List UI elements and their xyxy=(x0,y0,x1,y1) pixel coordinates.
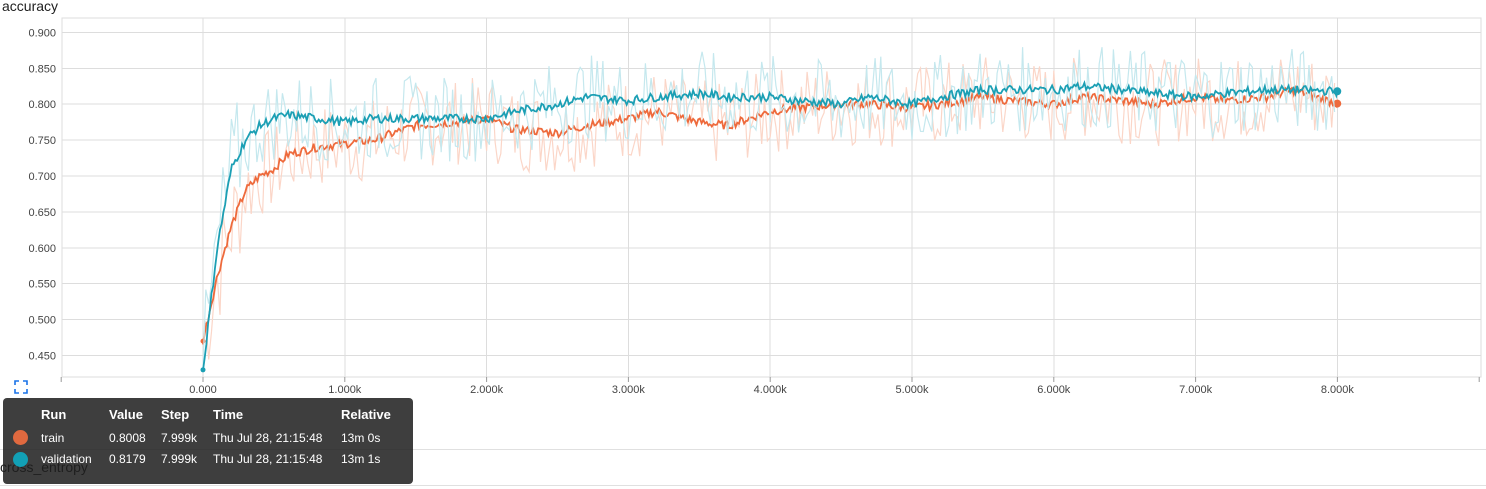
x-tick-label: 2.000k xyxy=(470,384,504,396)
tooltip-header-step: Step xyxy=(161,407,190,422)
y-tick-label: 0.550 xyxy=(28,279,56,291)
train-start-point xyxy=(200,338,206,344)
section-divider xyxy=(0,449,1486,450)
y-tick-label: 0.900 xyxy=(28,27,56,39)
y-tick-label: 0.700 xyxy=(28,171,56,183)
y-tick-label: 0.650 xyxy=(28,207,56,219)
tooltip-header-relative: Relative xyxy=(341,407,391,422)
validation-end-point xyxy=(1333,87,1342,96)
tooltip-time: Thu Jul 28, 21:15:48 xyxy=(213,451,323,466)
tooltip-value: 0.8179 xyxy=(109,451,146,466)
train-swatch xyxy=(13,430,28,446)
tooltip-relative: 13m 1s xyxy=(341,451,381,466)
x-tick-label: 8.000k xyxy=(1321,384,1355,396)
x-tick-label: 4.000k xyxy=(754,384,788,396)
x-tick-label: 5.000k xyxy=(895,384,929,396)
y-tick-label: 0.850 xyxy=(28,63,56,75)
tooltip-swatch-header xyxy=(13,407,41,428)
tooltip-relative: 13m 0s xyxy=(341,430,381,445)
x-tick-label: 3.000k xyxy=(612,384,646,396)
tooltip-run: validation xyxy=(41,451,92,466)
tooltip-value: 0.8008 xyxy=(109,430,146,445)
tooltip-row-train: train 0.8008 7.999k Thu Jul 28, 21:15:48… xyxy=(13,428,397,449)
validation-swatch xyxy=(13,451,28,467)
y-tick-label: 0.450 xyxy=(28,350,56,362)
section-divider-bottom xyxy=(0,485,1486,486)
x-tick-label: 7.000k xyxy=(1179,384,1213,396)
train-raw-line xyxy=(202,57,1336,360)
plot-frame xyxy=(61,17,1482,378)
tooltip-row-validation: validation 0.8179 7.999k Thu Jul 28, 21:… xyxy=(13,449,397,470)
tooltip-header-row: Run Value Step Time Relative xyxy=(13,407,397,428)
tooltip-header-value: Value xyxy=(109,407,143,422)
y-tick-label: 0.800 xyxy=(28,99,56,111)
validation-start-point xyxy=(200,367,206,373)
tooltip-run: train xyxy=(41,430,65,445)
y-tick-label: 0.600 xyxy=(28,243,56,255)
x-tick-label: 0.000 xyxy=(189,384,217,396)
train-end-point xyxy=(1333,99,1342,108)
x-tick-label: 6.000k xyxy=(1037,384,1071,396)
chart-tooltip: Run Value Step Time Relative train 0.800… xyxy=(3,398,413,484)
tooltip-time: Thu Jul 28, 21:15:48 xyxy=(213,430,323,445)
tooltip-swatch-cell xyxy=(13,428,41,449)
chart-title: accuracy xyxy=(2,0,59,14)
validation-smoothed-line xyxy=(202,80,1339,371)
tooltip-step: 7.999k xyxy=(161,430,198,445)
tooltip-swatch-cell xyxy=(13,449,41,470)
tooltip-header-run: Run xyxy=(41,407,67,422)
expand-icon[interactable] xyxy=(14,380,28,394)
tooltip-header-time: Time xyxy=(213,407,244,422)
y-tick-label: 0.750 xyxy=(28,135,56,147)
accuracy-chart[interactable]: 0.450 0.500 0.550 0.600 0.650 0.700 0.750 0.800… xyxy=(0,0,1486,400)
y-tick-label: 0.500 xyxy=(28,315,56,327)
tooltip-step: 7.999k xyxy=(161,451,198,466)
x-tick-label: 1.000k xyxy=(328,384,362,396)
